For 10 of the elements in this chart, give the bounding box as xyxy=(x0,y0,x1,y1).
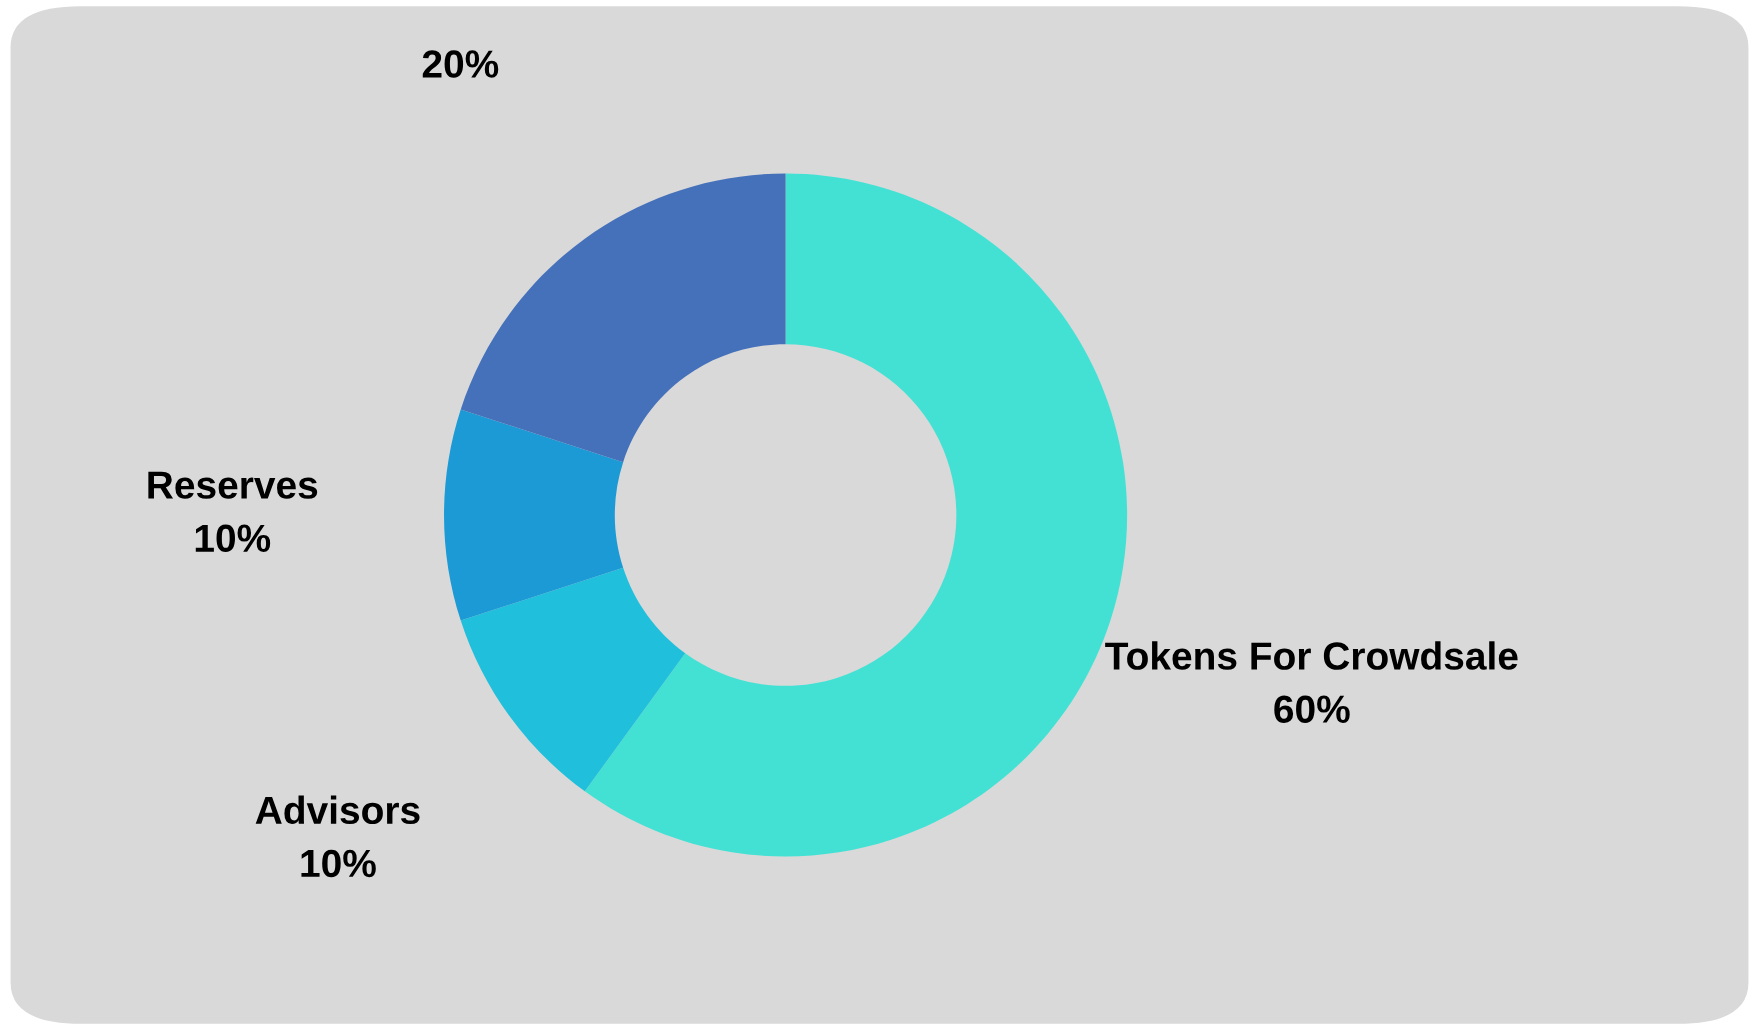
donut-slice xyxy=(444,409,624,621)
slice-label: Advisors xyxy=(255,795,420,825)
data-label: 10% xyxy=(195,524,271,553)
donut-slice xyxy=(460,567,686,792)
data-label: 10% xyxy=(301,849,376,878)
slice-label: Tokens For Crowdsale xyxy=(1105,641,1518,670)
data-label: 20% xyxy=(422,50,499,78)
data-label: 60% xyxy=(1274,695,1350,723)
slice-label: Reserves xyxy=(148,471,318,499)
donut-slice xyxy=(460,173,786,463)
